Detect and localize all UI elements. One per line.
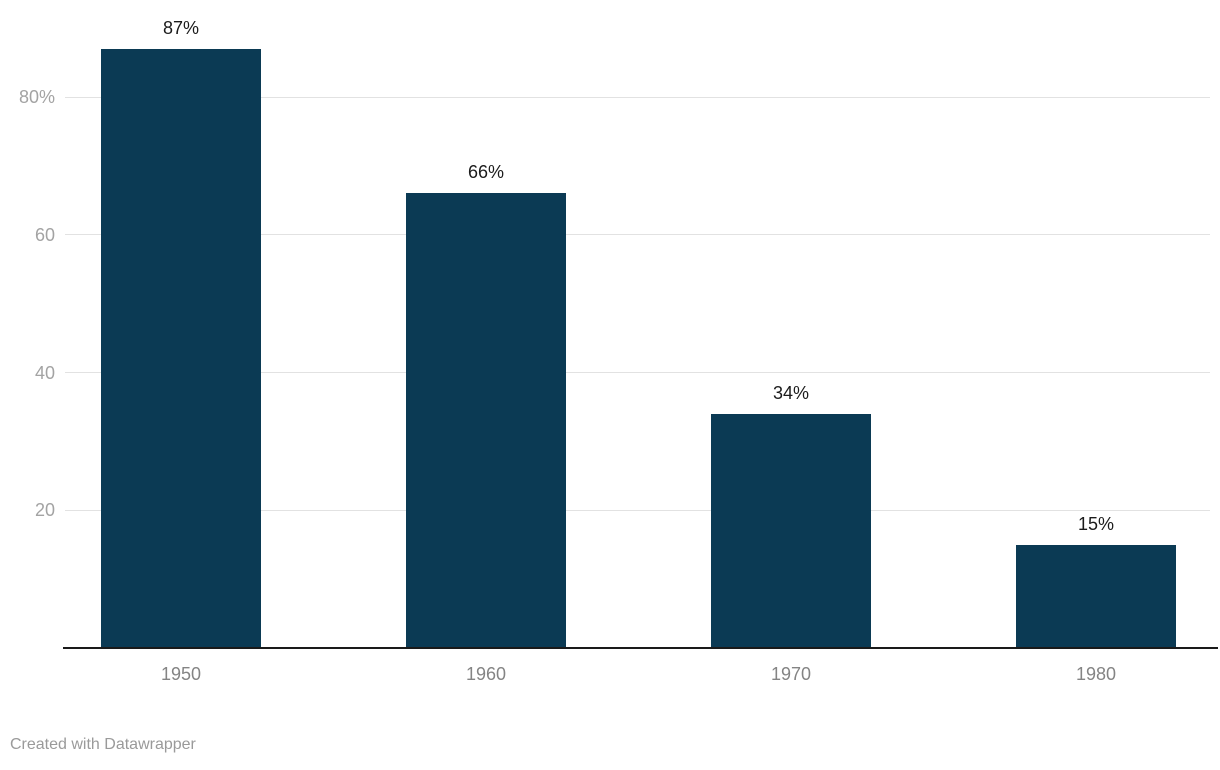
bar[interactable] (1016, 544, 1176, 647)
y-axis-tick-label: 20 (34, 500, 55, 521)
x-axis-category-label: 1970 (770, 664, 812, 684)
bar[interactable] (101, 48, 261, 647)
y-axis-tick-label: 40 (34, 362, 55, 383)
y-axis-tick-label: 80% (18, 87, 55, 107)
bar[interactable] (406, 193, 566, 647)
x-axis-line (63, 647, 1218, 649)
bar-value-label: 87% (162, 17, 200, 38)
x-axis-category-label: 1950 (160, 664, 202, 684)
gridline (65, 372, 1210, 373)
gridline (65, 509, 1210, 511)
x-axis-category-label: 1960 (465, 664, 507, 684)
bar-value-label: 66% (467, 162, 505, 183)
bar-value-label: 15% (1077, 513, 1115, 534)
gridline (65, 96, 1210, 98)
x-axis-category-label: 1980 (1075, 664, 1117, 684)
y-axis-tick-label: 60 (34, 224, 55, 245)
datawrapper-credit[interactable]: Created with Datawrapper (10, 736, 196, 753)
bar-value-label: 34% (772, 382, 810, 403)
bar[interactable] (711, 413, 871, 647)
gridline (65, 234, 1210, 236)
